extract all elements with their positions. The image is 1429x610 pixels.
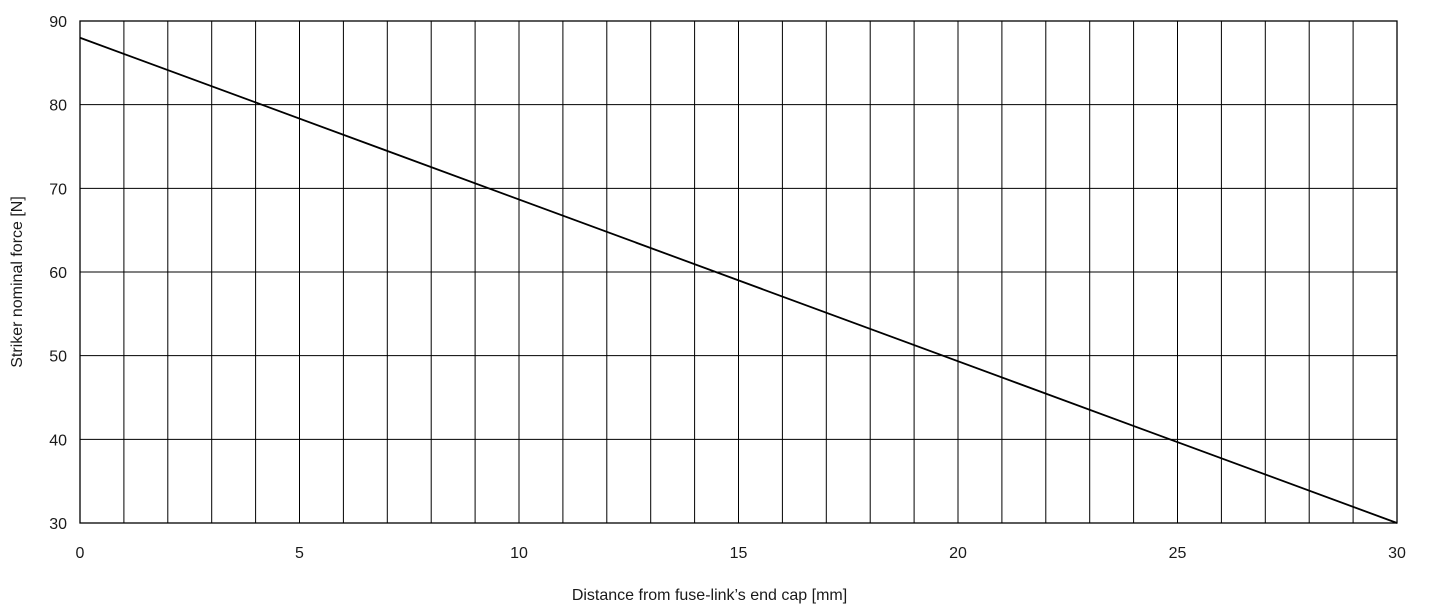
x-tick-label: 25	[1169, 545, 1187, 562]
x-tick-label: 0	[76, 545, 85, 562]
y-tick-label: 70	[49, 181, 67, 198]
plot-frame	[79, 20, 1398, 524]
y-tick-label: 40	[49, 432, 67, 449]
x-axis-title: Distance from fuse-link’s end cap [mm]	[572, 587, 847, 604]
grid-lines	[80, 21, 1397, 523]
y-axis-title: Striker nominal force [N]	[9, 196, 26, 368]
x-tick-label: 30	[1388, 545, 1406, 562]
y-tick-label: 60	[49, 265, 67, 282]
x-tick-label: 15	[730, 545, 748, 562]
x-tick-label: 20	[949, 545, 967, 562]
series-layer	[79, 36, 1398, 524]
x-axis-tick-labels: 0 5 10 15 20 25 30	[76, 545, 1406, 562]
y-tick-label: 90	[49, 14, 67, 31]
y-tick-label: 30	[49, 516, 67, 533]
y-tick-label: 80	[49, 98, 67, 115]
y-tick-label: 50	[49, 349, 67, 366]
series-line	[79, 36, 1398, 524]
x-tick-label: 10	[510, 545, 528, 562]
y-axis-tick-labels: 30 40 50 60 70 80 90	[49, 14, 67, 533]
x-tick-label: 5	[295, 545, 304, 562]
